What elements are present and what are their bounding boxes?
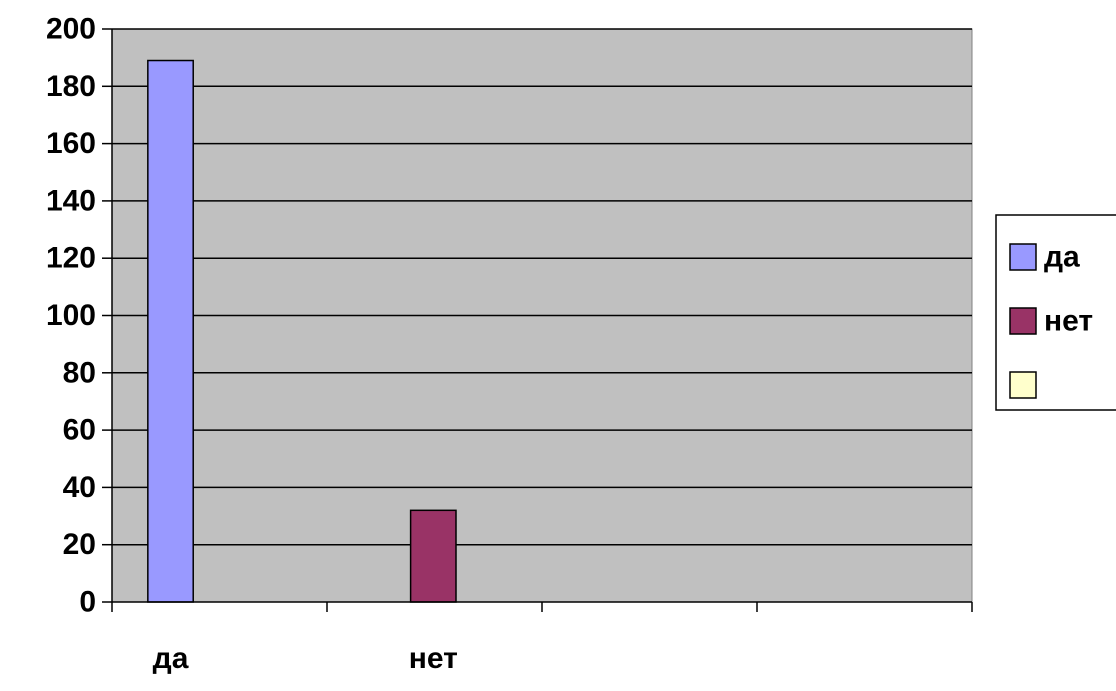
y-axis: 0 20 40 60 80 100 120 140 160 180 200 (46, 13, 113, 619)
legend-label: нет (1044, 305, 1093, 338)
bar-нет-1 (409, 509, 457, 603)
bar-да-0 (147, 59, 194, 603)
y-tick-label: 20 (63, 528, 96, 561)
y-tick-label: 160 (46, 127, 96, 160)
y-tick-label: 140 (46, 184, 96, 217)
legend: да нет (995, 214, 1116, 411)
x-axis: да нет (111, 601, 973, 675)
y-tick-label: 60 (63, 414, 96, 447)
y-tick-label: 200 (46, 13, 96, 46)
y-tick-label: 180 (46, 70, 96, 103)
y-tick-label: 40 (63, 471, 96, 504)
y-tick-label: 80 (63, 356, 96, 389)
y-tick-label: 120 (46, 242, 96, 275)
x-tick-label: нет (409, 642, 458, 675)
legend-swatch (1009, 243, 1037, 271)
legend-swatch (1009, 307, 1037, 335)
legend-swatch (1009, 371, 1037, 399)
y-tick-label: 100 (46, 299, 96, 332)
x-tick-label: да (153, 642, 189, 675)
gridlines (112, 28, 972, 546)
legend-label: да (1044, 241, 1080, 274)
y-tick-label: 0 (79, 586, 96, 619)
